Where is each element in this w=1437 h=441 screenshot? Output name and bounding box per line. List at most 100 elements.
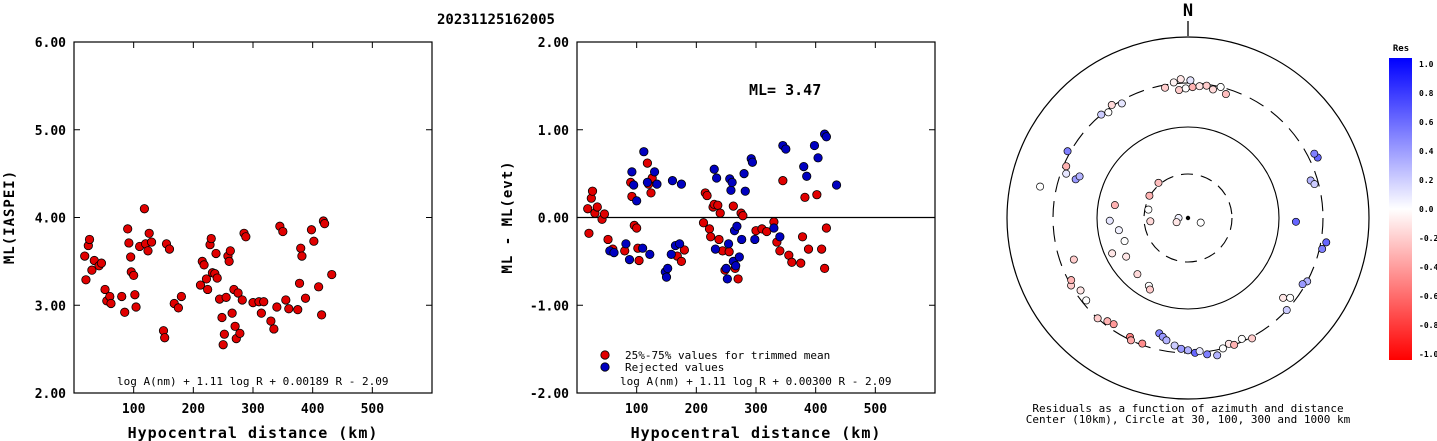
data-point <box>652 179 662 189</box>
data-point <box>676 179 687 189</box>
data-point <box>294 278 305 288</box>
data-point <box>821 223 832 233</box>
data-point <box>129 270 139 281</box>
data-point <box>599 209 610 219</box>
data-point <box>319 219 330 229</box>
colorbar-tick-label: -0.4 <box>1419 263 1437 272</box>
data-point <box>269 324 279 334</box>
colorbar-tick-label: 0.6 <box>1419 118 1434 127</box>
station-point <box>1188 83 1197 92</box>
data-point <box>219 329 229 339</box>
station-point <box>1195 82 1204 91</box>
data-point <box>256 308 266 318</box>
center-marker <box>1185 215 1191 221</box>
station-point <box>1093 314 1102 323</box>
data-point <box>603 234 613 245</box>
data-point <box>732 221 742 231</box>
data-point <box>160 333 170 343</box>
station-point <box>1103 317 1112 326</box>
data-point <box>645 249 655 259</box>
station-points <box>1036 75 1331 360</box>
station-point <box>1298 280 1307 289</box>
data-point <box>241 232 251 242</box>
data-point <box>715 208 725 218</box>
data-point <box>769 223 779 233</box>
station-point <box>1114 226 1123 235</box>
data-point <box>726 185 736 195</box>
station-point <box>1209 85 1217 94</box>
station-point <box>1069 255 1078 264</box>
legend-marker-rejected <box>600 362 610 372</box>
data-point <box>739 169 749 179</box>
data-point <box>146 237 157 247</box>
data-point <box>714 234 724 245</box>
data-point <box>661 272 672 282</box>
data-point <box>799 162 809 172</box>
data-point <box>81 275 91 285</box>
station-point <box>1162 336 1171 345</box>
data-point <box>80 251 90 261</box>
station-point <box>1184 346 1192 355</box>
y-axis-label: ML(IASPEI) <box>2 170 18 264</box>
colorbar-tick-label: 1.0 <box>1419 60 1434 69</box>
data-point <box>812 190 822 200</box>
data-point <box>124 238 134 248</box>
data-point <box>747 157 758 167</box>
data-point <box>706 232 716 242</box>
data-point <box>737 234 747 245</box>
data-point <box>272 302 282 312</box>
data-point <box>100 284 110 295</box>
x-tick-label: 500 <box>864 402 888 417</box>
data-point <box>796 258 806 268</box>
data-point <box>624 255 635 265</box>
station-point <box>1213 351 1222 360</box>
ml-vs-distance-chart: 2.00 3.00 4.00 5.00 6.00 100 200 300 400 500 Hyp… <box>2 36 433 441</box>
data-point <box>131 302 141 312</box>
station-point <box>1186 76 1195 85</box>
station-point <box>1126 336 1135 345</box>
data-point <box>775 246 785 256</box>
data-point <box>627 167 637 177</box>
y-tick-label: 6.00 <box>35 36 66 51</box>
data-point <box>724 247 734 257</box>
data-point <box>817 244 827 254</box>
colorbar-tick-label: -0.6 <box>1419 292 1437 301</box>
data-point <box>731 261 741 271</box>
data-point <box>663 263 673 273</box>
data-point <box>679 245 690 255</box>
data-point <box>173 303 184 313</box>
data-point <box>632 196 642 206</box>
y-tick-label: 4.00 <box>35 212 66 227</box>
colorbar-tick-label: 0.8 <box>1419 89 1434 98</box>
x-tick-label: 300 <box>744 402 768 417</box>
data-point <box>750 234 760 245</box>
data-point <box>800 192 810 202</box>
ml-annotation: ML= 3.47 <box>749 81 821 99</box>
data-point <box>584 228 594 238</box>
station-point <box>1062 169 1071 178</box>
data-point <box>583 204 593 214</box>
data-point <box>206 233 216 244</box>
station-point <box>1279 293 1288 302</box>
data-point <box>227 308 237 318</box>
data-point <box>293 305 303 315</box>
data-point <box>259 297 269 307</box>
station-point <box>1097 110 1106 119</box>
data-point <box>649 167 660 177</box>
y-tick-label: 5.00 <box>35 124 66 139</box>
data-point <box>592 202 602 212</box>
y-tick-label: 3.00 <box>35 299 66 314</box>
data-point <box>123 224 133 234</box>
station-point <box>1110 201 1119 210</box>
residual-vs-distance-chart: -2.00 -1.00 0.00 1.00 2.00 100 200 300 400 500 H… <box>500 36 936 441</box>
station-point <box>1109 320 1118 329</box>
station-point <box>1145 191 1154 200</box>
station-point <box>1216 83 1225 91</box>
y-tick-label: -2.00 <box>530 387 569 402</box>
y-tick-label: 2.00 <box>35 387 66 402</box>
station-point <box>1036 182 1045 191</box>
data-point <box>797 232 808 242</box>
y-tick-label: -1.00 <box>530 299 569 314</box>
data-point <box>237 295 247 305</box>
